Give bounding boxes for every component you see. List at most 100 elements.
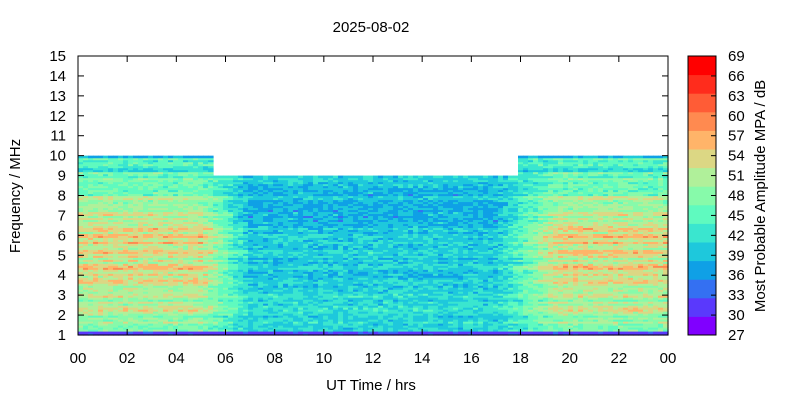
heatmap-cell [103,173,109,177]
heatmap-cell [193,323,199,326]
heatmap-cell [188,197,194,201]
heatmap-cell [98,219,104,222]
heatmap-cell [213,199,219,203]
heatmap-cell [278,273,284,276]
heatmap-cell [168,169,174,173]
heatmap-cell [363,213,369,217]
heatmap-cell [323,295,329,298]
heatmap-cell [338,207,344,211]
heatmap-cell [368,219,374,222]
heatmap-cell [233,295,239,298]
heatmap-cell [153,297,159,300]
heatmap-cell [318,329,324,332]
heatmap-cell [93,307,99,310]
heatmap-cell [168,183,174,187]
heatmap-cell [273,331,279,334]
heatmap-cell [218,315,224,318]
heatmap-cell [358,307,364,310]
heatmap-cell [208,289,214,292]
heatmap-cell [338,211,344,215]
heatmap-cell [153,305,159,308]
heatmap-cell [278,213,284,217]
heatmap-cell [228,279,234,282]
heatmap-cell [278,231,284,234]
heatmap-cell [238,227,244,230]
heatmap-cell [313,309,319,312]
heatmap-cell [178,273,184,276]
heatmap-cell [138,243,144,246]
heatmap-cell [113,245,119,248]
heatmap-cell [138,183,144,187]
heatmap-cell [118,195,124,199]
heatmap-cell [93,299,99,302]
heatmap-cell [148,249,154,252]
heatmap-cell [248,295,254,298]
heatmap-cell [158,159,164,163]
heatmap-cell [183,175,189,179]
heatmap-cell [138,205,144,209]
heatmap-cell [333,185,339,189]
heatmap-cell [203,263,209,266]
heatmap-cell [98,169,104,173]
heatmap-cell [288,207,294,211]
heatmap-cell [318,219,324,222]
heatmap-cell [158,215,164,219]
heatmap-cell [138,307,144,310]
heatmap-cell [288,303,294,306]
heatmap-cell [253,285,259,288]
heatmap-cell [178,209,184,213]
heatmap-cell [138,305,144,308]
heatmap-cell [183,327,189,330]
heatmap-cell [78,179,84,183]
heatmap-cell [238,283,244,286]
heatmap-cell [153,261,159,264]
heatmap-cell [173,157,179,161]
heatmap-cell [333,227,339,230]
heatmap-cell [123,169,129,173]
heatmap-cell [163,197,169,201]
heatmap-cell [283,193,289,197]
heatmap-cell [143,161,149,165]
heatmap-cell [138,207,144,211]
heatmap-cell [298,307,304,310]
heatmap-cell [133,171,139,175]
heatmap-cell [348,205,354,209]
heatmap-cell [293,247,299,250]
heatmap-cell [263,191,269,195]
heatmap-cell [193,243,199,246]
heatmap-cell [248,329,254,332]
heatmap-cell [218,317,224,320]
heatmap-cell [238,295,244,298]
heatmap-cell [118,263,124,266]
heatmap-cell [178,229,184,232]
heatmap-cell [243,193,249,197]
heatmap-cell [78,287,84,290]
heatmap-cell [253,259,259,262]
heatmap-cell [88,219,94,222]
heatmap-cell [243,289,249,292]
heatmap-cell [223,203,229,207]
heatmap-cell [233,317,239,320]
heatmap-cell [88,285,94,288]
heatmap-cell [183,239,189,242]
heatmap-cell [288,243,294,246]
heatmap-cells [78,155,669,336]
heatmap-cell [348,243,354,246]
heatmap-cell [158,179,164,183]
heatmap-cell [208,275,214,278]
heatmap-cell [238,233,244,236]
heatmap-cell [308,285,314,288]
heatmap-cell [93,171,99,175]
heatmap-cell [188,283,194,286]
heatmap-cell [168,187,174,191]
heatmap-cell [253,223,259,226]
heatmap-cell [318,197,324,201]
heatmap-cell [163,239,169,242]
heatmap-cell [288,317,294,320]
heatmap-cell [103,233,109,236]
heatmap-cell [183,297,189,300]
heatmap-cell [258,325,264,328]
heatmap-cell [218,293,224,296]
heatmap-cell [188,199,194,203]
heatmap-cell [368,263,374,266]
